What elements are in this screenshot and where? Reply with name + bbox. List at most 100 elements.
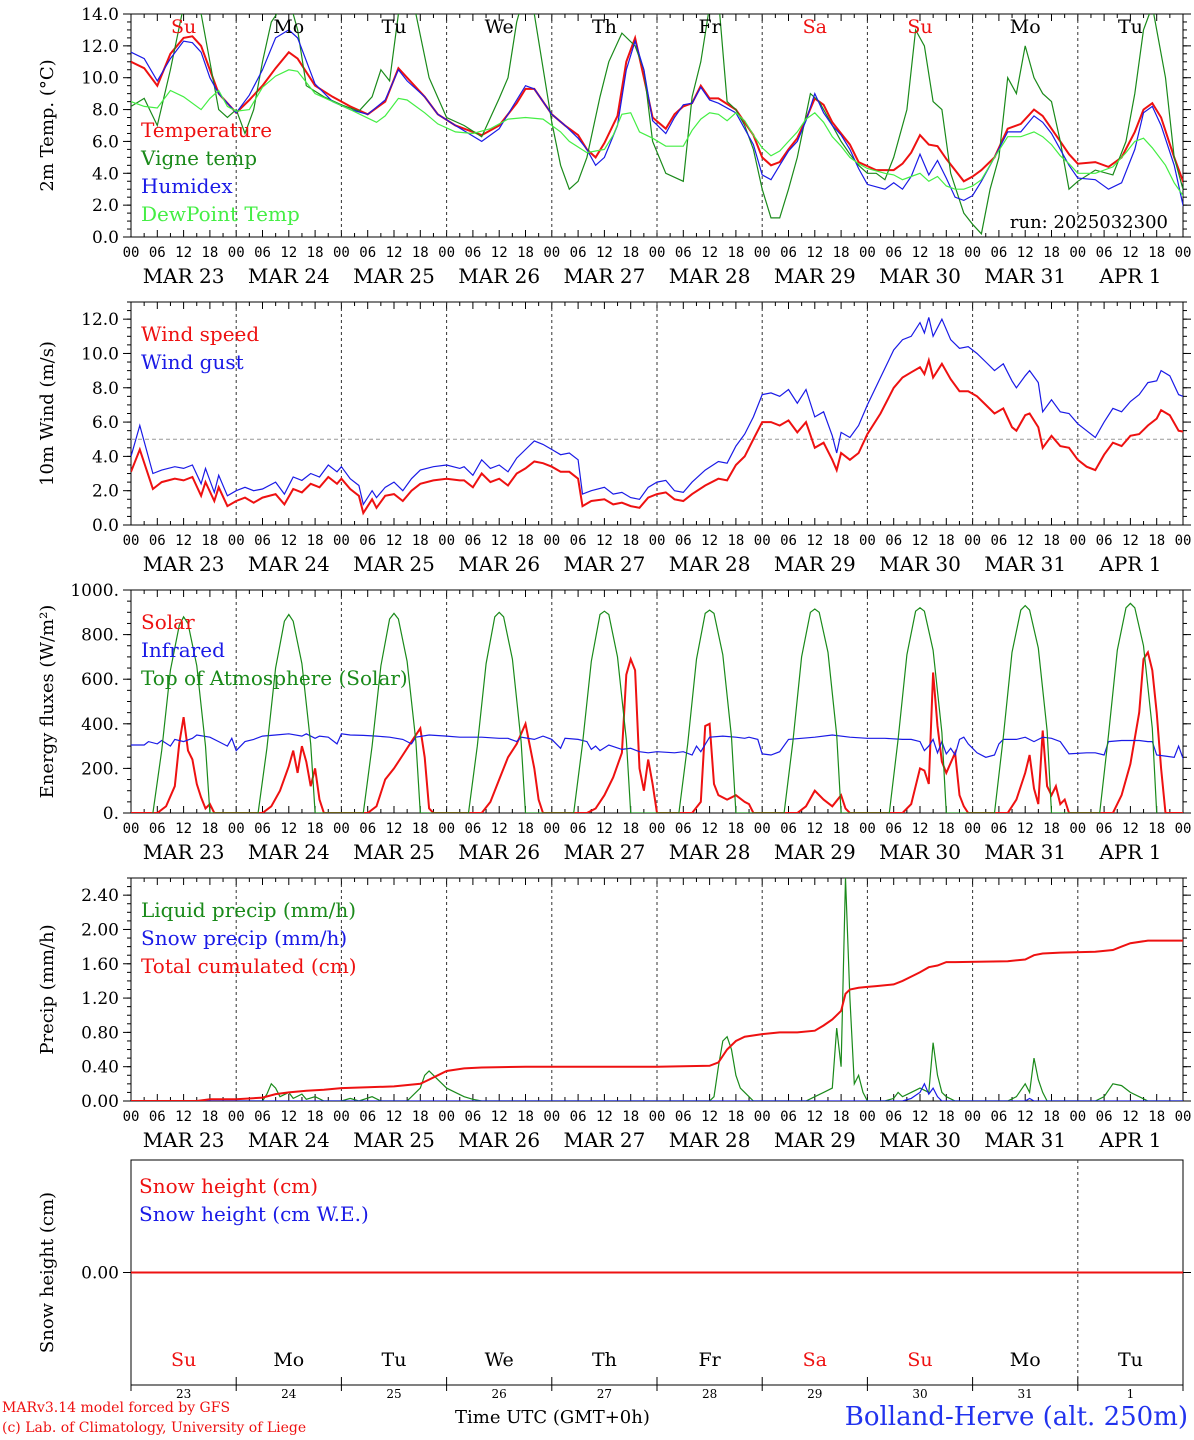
hour-label: 00: [859, 1109, 876, 1125]
hour-label: 12: [491, 245, 508, 261]
date-label: MAR 31: [984, 264, 1066, 288]
y-tick-label: 0.40: [81, 1058, 119, 1078]
date-label: MAR 28: [669, 552, 751, 576]
date-label: MAR 24: [248, 1128, 330, 1152]
hour-label: 12: [491, 1109, 508, 1125]
panel-2: 0.0 2.0 4.0 6.0 8.0 10.0 12.0 10m Wind (m/s) Win…: [37, 301, 1192, 576]
hour-label: 18: [201, 1109, 218, 1125]
legend-entry: Snow precip (mm/h): [141, 926, 347, 950]
weekday-label-top: Tu: [1118, 16, 1143, 38]
hour-label: 12: [912, 821, 929, 837]
weekday-label-bottom: Su: [171, 1349, 196, 1371]
weekday-label-top: Sa: [803, 16, 827, 38]
hour-label: 18: [833, 821, 850, 837]
time-labels: 00 06 12 18 00 06 12 18 00 06 12 18 00 06 12 18 00 06 12 18…: [123, 245, 1192, 288]
hour-label: 12: [1122, 821, 1139, 837]
hour-label: 00: [228, 533, 245, 549]
date-label: MAR 28: [669, 264, 751, 288]
hour-label: 00: [438, 245, 455, 261]
y-tick-label: 1.20: [81, 989, 119, 1009]
date-label: MAR 30: [879, 264, 961, 288]
hour-label: 06: [149, 1109, 166, 1125]
y-tick-label: 0.80: [81, 1023, 119, 1043]
series-line-solar: [131, 649, 1183, 813]
hour-label: 00: [333, 1109, 350, 1125]
run-annotation: run: 2025032300: [1010, 212, 1168, 233]
date-label: MAR 31: [984, 1128, 1066, 1152]
station-name: Bolland-Herve (alt. 250m): [844, 1402, 1188, 1432]
y-axis-label: Energy fluxes (W/m²): [37, 605, 58, 799]
y-tick-label: 600.: [81, 670, 119, 690]
date-label: MAR 29: [774, 264, 856, 288]
y-tick-label: 400.: [81, 715, 119, 735]
y-tick-label: 2.40: [81, 886, 119, 906]
hour-label: 12: [1122, 245, 1139, 261]
hour-label: 12: [912, 533, 929, 549]
date-label: MAR 23: [143, 1128, 225, 1152]
hour-label: 12: [491, 533, 508, 549]
time-ticks: [130, 878, 1184, 1101]
hour-label: 00: [123, 533, 140, 549]
day-number-label: 31: [1018, 1387, 1033, 1401]
hour-label: 12: [912, 245, 929, 261]
panel-3: 0. 200. 400. 600. 800. 1000. Energy fluxes (W/…: [37, 581, 1191, 864]
hour-label: 06: [990, 821, 1007, 837]
y-tick-label: 1000.: [70, 581, 119, 601]
series-line-snow-precip-mm-h-: [131, 1082, 1183, 1101]
y-tick-label: 0.00: [81, 1092, 119, 1112]
hour-label: 06: [990, 245, 1007, 261]
hour-label: 00: [123, 821, 140, 837]
weekday-label-bottom: Tu: [382, 1349, 407, 1371]
day-number-label: 29: [807, 1387, 822, 1401]
hour-label: 00: [964, 1109, 981, 1125]
hour-label: 12: [701, 821, 718, 837]
legend-entry: Snow height (cm): [139, 1174, 318, 1198]
hour-label: 06: [149, 245, 166, 261]
hour-label: 18: [1043, 1109, 1060, 1125]
y-axis: 0. 200. 400. 600. 800. 1000.: [70, 581, 1191, 824]
legend-entry: Vigne temp: [140, 146, 257, 170]
y-tick-label: 10.0: [81, 69, 119, 89]
y-tick-label: 6.0: [92, 413, 119, 433]
time-labels: 00 06 12 18 00 06 12 18 00 06 12 18 00 06 12 18 00 06 12 18…: [123, 533, 1192, 576]
hour-label: 00: [964, 533, 981, 549]
hour-label: 00: [649, 1109, 666, 1125]
date-label: MAR 26: [458, 264, 540, 288]
hour-label: 18: [1148, 821, 1165, 837]
day-number-label: 1: [1127, 1387, 1135, 1401]
hour-label: 12: [596, 245, 613, 261]
hour-label: 12: [806, 533, 823, 549]
hour-label: 12: [175, 1109, 192, 1125]
hour-label: 18: [622, 1109, 639, 1125]
hour-label: 00: [859, 245, 876, 261]
hour-label: 18: [938, 245, 955, 261]
date-label: MAR 30: [879, 840, 961, 864]
x-axis-title: Time UTC (GMT+0h): [455, 1407, 650, 1428]
weekday-label-top: Su: [907, 16, 932, 38]
hour-label: 00: [543, 533, 560, 549]
hour-label: 06: [359, 533, 376, 549]
legend-entry: Solar: [141, 610, 195, 634]
date-label: MAR 27: [564, 264, 646, 288]
time-labels: 00 06 12 18 00 06 12 18 00 06 12 18 00 06 12 18 00 06 12 18…: [123, 1109, 1192, 1152]
series-line-liquid-precip-mm-h-: [131, 878, 1183, 1101]
weekday-label-bottom: Su: [907, 1349, 932, 1371]
hour-label: 12: [701, 533, 718, 549]
hour-label: 18: [1043, 533, 1060, 549]
weekday-label-bottom: We: [485, 1349, 514, 1371]
hour-label: 18: [1148, 245, 1165, 261]
time-ticks: [130, 14, 1184, 237]
hour-label: 06: [675, 533, 692, 549]
hour-label: 06: [780, 821, 797, 837]
series-line-total-cumulated-cm-: [131, 939, 1183, 1101]
hour-label: 06: [464, 1109, 481, 1125]
y-tick-label: 200.: [81, 759, 119, 779]
hour-label: 12: [1017, 533, 1034, 549]
hour-label: 00: [649, 533, 666, 549]
hour-label: 18: [517, 1109, 534, 1125]
hour-label: 18: [938, 1109, 955, 1125]
date-label: MAR 29: [774, 840, 856, 864]
panel-frame: [130, 301, 1184, 526]
hour-label: 06: [1096, 821, 1113, 837]
hour-label: 06: [1096, 245, 1113, 261]
